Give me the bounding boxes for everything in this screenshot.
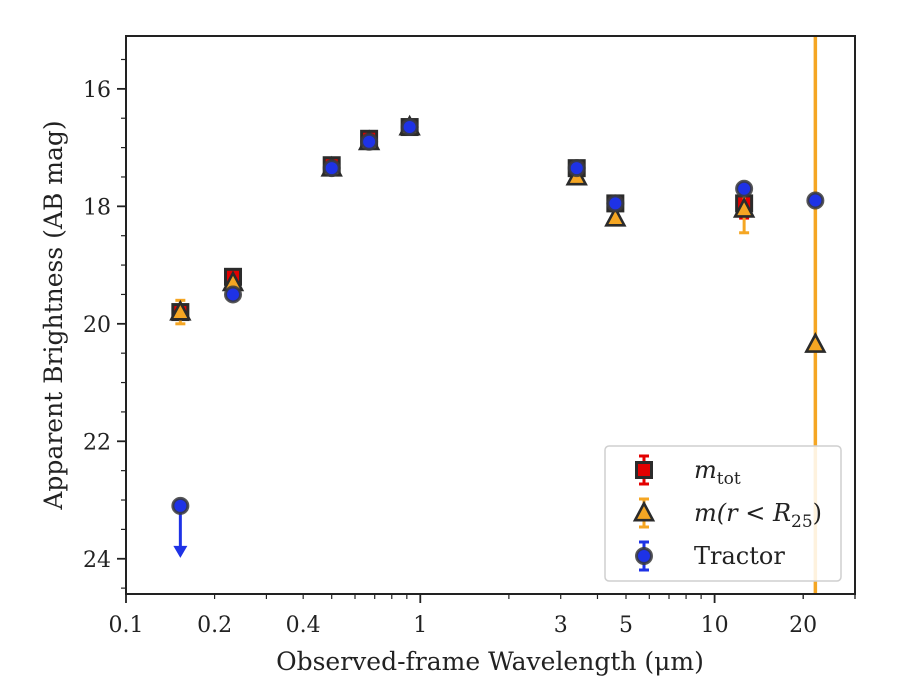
x-tick-label-4: 3 bbox=[554, 613, 568, 638]
series-triangle bbox=[169, 114, 827, 353]
point-triangle-6 bbox=[604, 205, 627, 227]
legend-marker-square bbox=[635, 461, 653, 479]
x-tick-label-1: 0.2 bbox=[197, 613, 232, 638]
point-triangle-8 bbox=[804, 332, 827, 353]
legend-label-main-1: m(r < R bbox=[694, 499, 791, 527]
y-tick-label-4: 24 bbox=[83, 548, 111, 573]
legend-label-0: mtot bbox=[694, 456, 741, 489]
point-circle-4 bbox=[400, 118, 419, 137]
x-tick-label-0: 0.1 bbox=[109, 613, 144, 638]
legend-label-1: m(r < R25) bbox=[694, 499, 822, 532]
point-circle-1 bbox=[224, 285, 243, 304]
point-circle-0 bbox=[171, 496, 190, 515]
point-triangle-7 bbox=[732, 196, 756, 218]
legend: mtot m(r < R25) Tractor bbox=[604, 445, 842, 582]
series-square bbox=[171, 118, 754, 322]
legend-label-sub-1: 25 bbox=[791, 512, 813, 532]
x-tick-label-3: 1 bbox=[413, 613, 427, 638]
axes: 0.1 0.2 0.4 1 3 5 10 20 16 18 20 22 24 bbox=[83, 35, 856, 638]
plot-contents bbox=[169, 36, 827, 594]
y-axis-label: Apparent Brightness (AB mag) bbox=[39, 120, 68, 510]
point-circle-7 bbox=[735, 179, 754, 198]
x-tick-label-2: 0.4 bbox=[286, 613, 321, 638]
legend-label-sub-0: tot bbox=[717, 469, 741, 489]
legend-label-tail-1: ) bbox=[813, 499, 822, 527]
x-axis-label: Observed-frame Wavelength (μm) bbox=[276, 647, 704, 676]
x-tick-label-7: 20 bbox=[789, 613, 817, 638]
upper-limit-arrow-0 bbox=[173, 545, 188, 558]
point-circle-5 bbox=[567, 159, 586, 178]
legend-label-2: Tractor bbox=[694, 542, 785, 570]
point-circle-2 bbox=[322, 159, 341, 178]
point-circle-6 bbox=[606, 194, 625, 213]
point-circle-3 bbox=[360, 132, 379, 151]
plot-frame bbox=[125, 35, 856, 595]
plot-area bbox=[169, 36, 827, 594]
x-tick-label-5: 5 bbox=[619, 613, 633, 638]
x-tick-label-6: 10 bbox=[701, 613, 729, 638]
series-circle bbox=[171, 118, 825, 558]
y-tick-label-3: 22 bbox=[83, 430, 111, 455]
legend-marker-circle bbox=[635, 547, 653, 565]
y-tick-label-2: 20 bbox=[83, 313, 111, 338]
point-circle-8 bbox=[806, 191, 825, 210]
y-tick-label-1: 18 bbox=[83, 195, 111, 220]
point-triangle-0 bbox=[169, 299, 192, 321]
legend-box bbox=[604, 445, 842, 582]
legend-marker-triangle bbox=[632, 500, 656, 522]
legend-label-main-0: m bbox=[694, 456, 717, 484]
y-tick-label-0: 16 bbox=[83, 78, 111, 103]
